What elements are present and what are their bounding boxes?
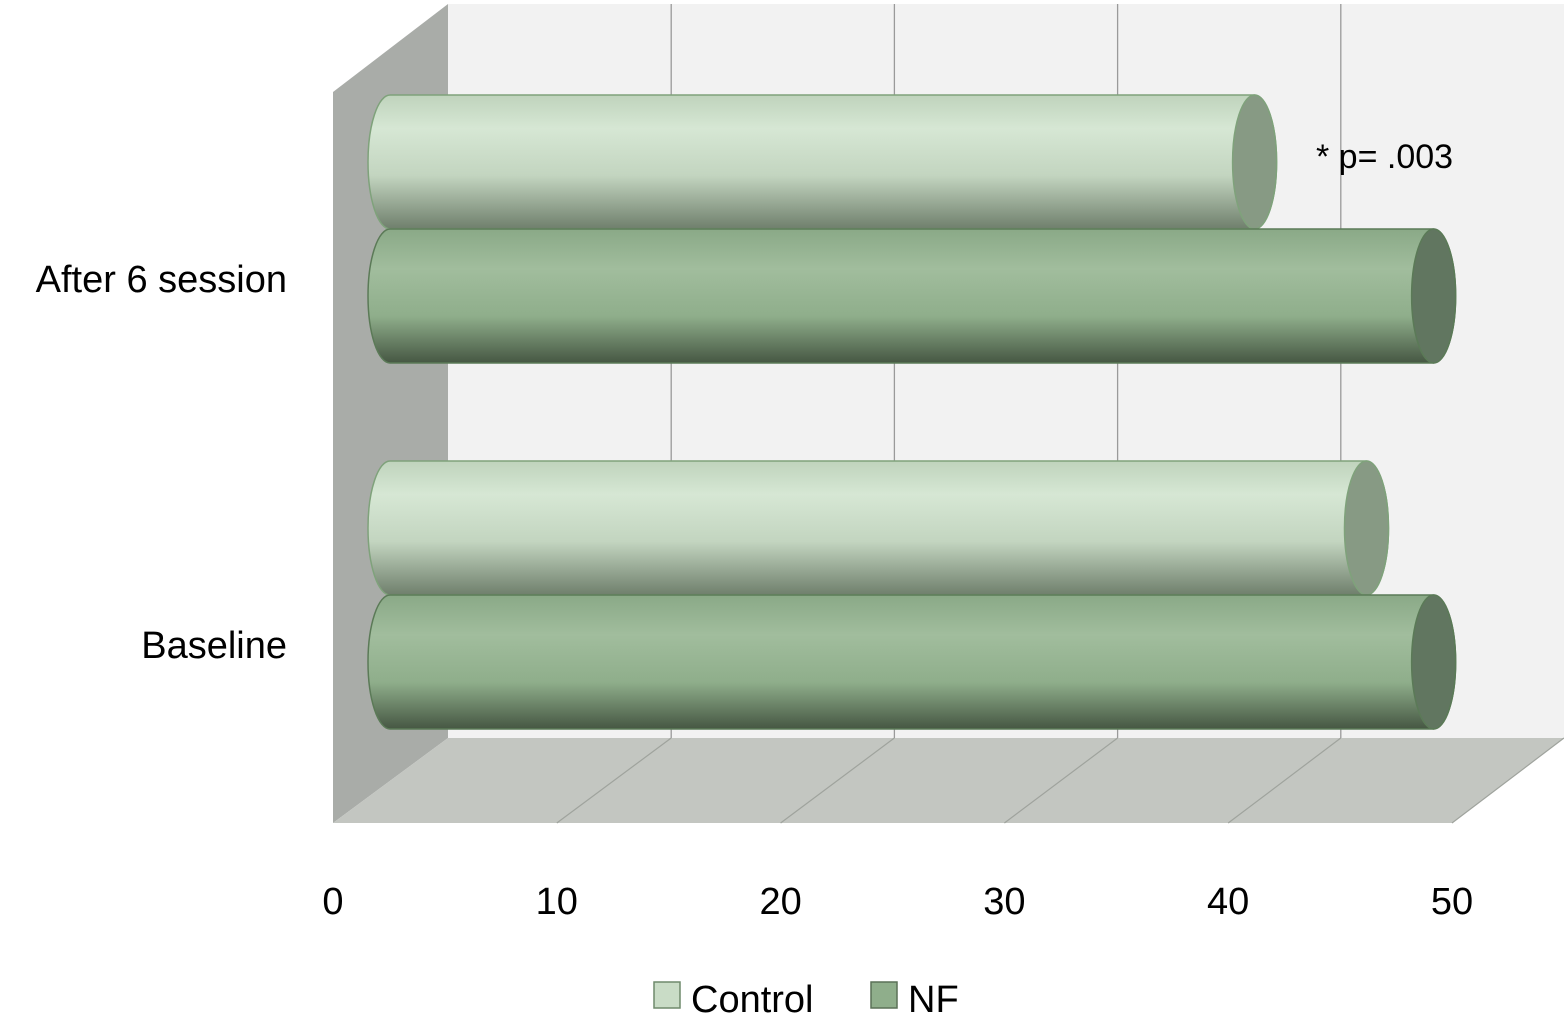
x-tick-label-10: 10 xyxy=(536,881,578,923)
x-tick-label-30: 30 xyxy=(983,881,1025,923)
category-label-after: After 6 session xyxy=(36,259,287,301)
bar-control-after-6-session xyxy=(367,94,1278,230)
bar-cap xyxy=(1343,460,1390,596)
bar-control-baseline xyxy=(367,460,1390,596)
floor-gridline-50 xyxy=(1451,737,1564,824)
bar-body xyxy=(367,460,1390,596)
category-label-baseline: Baseline xyxy=(141,625,287,667)
floor-gridline-10 xyxy=(556,737,672,824)
significance-annotation: * p= .003 xyxy=(1316,138,1453,176)
bar-cap xyxy=(1410,228,1457,364)
x-tick-label-20: 20 xyxy=(759,881,801,923)
bar-nf-after-6-session xyxy=(367,228,1457,364)
floor-gridline-20 xyxy=(780,737,895,824)
legend-label-control: Control xyxy=(691,979,814,1021)
floor-gridline-30 xyxy=(1004,737,1118,824)
bar-body xyxy=(367,594,1457,730)
legend-swatch-nf xyxy=(870,981,898,1009)
bar-cap xyxy=(1410,594,1457,730)
bars xyxy=(367,94,1457,730)
legend-swatch-control xyxy=(653,981,681,1009)
x-tick-label-0: 0 xyxy=(322,881,343,923)
bar-body xyxy=(367,228,1457,364)
bar-body xyxy=(367,94,1278,230)
x-tick-label-50: 50 xyxy=(1431,881,1473,923)
floor-gridline-40 xyxy=(1227,737,1342,824)
legend: Control NF xyxy=(653,979,959,1021)
legend-label-nf: NF xyxy=(908,979,959,1021)
floor xyxy=(333,738,1564,823)
x-tick-labels: 0 10 20 30 40 50 xyxy=(322,881,1473,923)
category-labels: After 6 session Baseline xyxy=(36,259,287,667)
bar-nf-baseline xyxy=(367,594,1457,730)
x-tick-label-40: 40 xyxy=(1207,881,1249,923)
bar-cap xyxy=(1231,94,1278,230)
